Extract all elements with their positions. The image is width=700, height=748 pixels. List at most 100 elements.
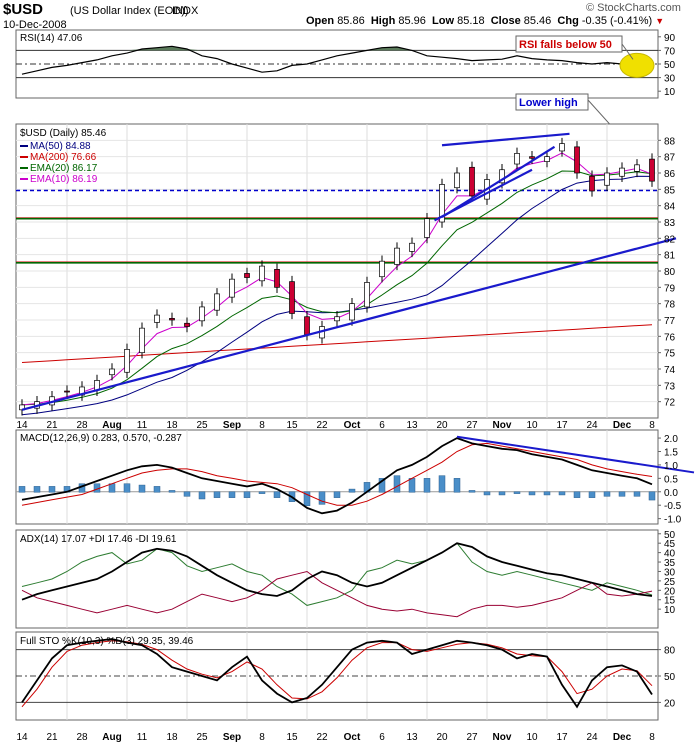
bottom-x-label: 10 [526, 732, 538, 743]
macd-histogram-bar [648, 491, 656, 501]
bottom-x-label: 15 [286, 732, 298, 743]
price-candle [619, 167, 625, 177]
low-label: Low [432, 15, 455, 27]
price-candle [649, 158, 655, 182]
macd-histogram-bar [183, 491, 191, 497]
macd-histogram-bar [633, 491, 641, 497]
wedge-upper-line [441, 145, 556, 219]
macd-histogram-bar [318, 491, 326, 505]
adx-axis-tick-label: 15 [664, 596, 676, 607]
price-axis-tick-label: 84 [664, 202, 676, 213]
close-value: 85.46 [523, 15, 552, 27]
price-candle [244, 273, 250, 278]
macd-histogram-bar [573, 491, 581, 498]
rsi-note-pointer [621, 43, 634, 60]
price-note-box [515, 93, 589, 111]
macd-histogram-bar [603, 491, 611, 497]
adx-axis-tick-label: 25 [664, 577, 676, 588]
adx-axis-tick-label: 30 [664, 567, 676, 578]
legend-entry: EMA(10) 86.19 [30, 174, 98, 185]
macd-histogram-bar [453, 478, 461, 493]
price-candle [589, 175, 595, 192]
bottom-x-label: 24 [586, 732, 598, 743]
price-candle [574, 146, 580, 174]
macd-histogram-bar [153, 486, 161, 493]
adx-axis-tick-label: 35 [664, 558, 676, 569]
price-x-label: 11 [137, 420, 148, 431]
macd-axis-tick-label: 0.0 [664, 488, 678, 499]
bottom-x-label: Oct [344, 732, 361, 743]
symbol-title: $USD [0, 0, 44, 18]
price-candle [439, 184, 445, 223]
legend-entry: EMA(20) 86.17 [30, 163, 98, 174]
macd-histogram-bar [483, 491, 491, 496]
price-candle [634, 164, 640, 172]
rsi-axis-tick-label: 90 [664, 33, 676, 44]
chg-label: Chg [557, 15, 579, 27]
price-axis-tick-label: 81 [664, 251, 676, 262]
adx-axis-tick-label: 50 [664, 530, 676, 541]
price-x-label: Nov [493, 420, 512, 431]
macd-axis-tick-label: 1.0 [664, 461, 678, 472]
price-candle [334, 316, 340, 322]
price-x-label: 22 [316, 420, 328, 431]
price-candle [529, 156, 535, 159]
bottom-x-label: 28 [76, 732, 88, 743]
price-axis-tick-label: 88 [664, 136, 676, 147]
price-x-label: Dec [613, 420, 632, 431]
low-value: 85.18 [457, 15, 485, 27]
bottom-x-label: 17 [556, 732, 568, 743]
price-x-label: 27 [466, 420, 478, 431]
macd-histogram-bar [273, 491, 281, 498]
price-axis-tick-label: 79 [664, 283, 676, 294]
symbol: $USD [3, 1, 44, 18]
price-axis-tick-label: 80 [664, 267, 676, 278]
resistance-line [441, 132, 570, 147]
price-axis-tick-label: 85 [664, 185, 676, 196]
adx-title: ADX(14) 17.07 +DI 17.46 -DI 19.61 [20, 534, 177, 545]
macd-axis-tick-label: -0.5 [664, 501, 682, 512]
macd-histogram-bar [333, 491, 341, 498]
macd-axis-tick-label: -1.0 [664, 515, 682, 526]
sto-title: Full STO %K(10,3) %D(3) 29.35, 39.46 [20, 636, 194, 647]
price-candle [304, 316, 310, 336]
bottom-x-label: Nov [493, 732, 512, 743]
adx-axis-tick-label: 40 [664, 549, 676, 560]
price-x-label: 15 [286, 420, 298, 431]
adx-line [21, 542, 653, 601]
macd-histogram-bar [348, 488, 356, 493]
price-axis-tick-label: 83 [664, 218, 676, 229]
bottom-x-label: 21 [46, 732, 58, 743]
price-candle [394, 247, 400, 265]
price-x-label: Sep [223, 420, 241, 431]
adx-axis-tick-label: 45 [664, 539, 676, 550]
macd-histogram-bar [408, 478, 416, 493]
price-candle [424, 218, 430, 238]
price-x-label: 18 [166, 420, 178, 431]
rsi-overbought-fill [22, 46, 652, 51]
price-candle [64, 390, 70, 393]
close-label: Close [490, 15, 521, 27]
macd-line [21, 437, 653, 515]
price-candle [229, 278, 235, 298]
price-candle [184, 322, 190, 327]
price-axis-tick-label: 82 [664, 234, 676, 245]
macd-histogram-bar [108, 483, 116, 493]
price-x-label: 17 [556, 420, 568, 431]
macd-histogram-bar [258, 491, 266, 494]
adx-panel [15, 529, 659, 629]
bottom-x-label: 18 [166, 732, 178, 743]
price-candle [544, 156, 550, 162]
rsi-title: RSI(14) 47.06 [20, 33, 83, 44]
macd-histogram-bar [33, 486, 41, 493]
high-label: High [370, 15, 396, 27]
adx-axis-tick-label: 20 [664, 586, 676, 597]
macd-histogram-bar [48, 486, 56, 493]
uptrend-line [21, 237, 677, 411]
price-x-label: 20 [436, 420, 448, 431]
rsi-axis-tick-label: 30 [664, 74, 676, 85]
rsi-highlight-circle [619, 52, 655, 78]
price-x-label: 24 [586, 420, 598, 431]
macd-axis-tick-label: 2.0 [664, 434, 678, 445]
macd-signal-line [21, 442, 653, 506]
